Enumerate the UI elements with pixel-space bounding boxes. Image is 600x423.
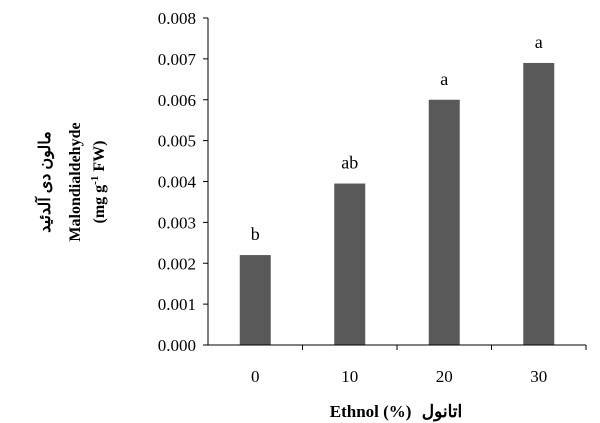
y-tick-label: 0.002: [158, 254, 196, 273]
y-tick-label: 0.003: [158, 213, 196, 232]
significance-letter: a: [440, 69, 448, 89]
x-tick-label: 0: [251, 367, 260, 386]
significance-letter: ab: [341, 153, 358, 173]
x-tick-label: 30: [530, 367, 547, 386]
bar: [334, 183, 366, 345]
y-tick-label: 0.001: [158, 295, 196, 314]
y-tick-label: 0.004: [158, 173, 197, 192]
x-axis-tick-labels: 0 10 20 30: [251, 345, 587, 386]
significance-letter: a: [535, 32, 543, 52]
y-tick-label: 0.006: [158, 91, 196, 110]
x-axis-label: Ethnol (%) اتانول: [330, 402, 462, 422]
y-tick-label: 0.000: [158, 336, 196, 355]
y-tick-label: 0.007: [158, 50, 197, 69]
y-tick-label: 0.008: [158, 9, 196, 28]
bar: [428, 99, 460, 345]
x-axis-label-en: Ethnol (%): [330, 402, 412, 421]
y-tick-label: 0.005: [158, 132, 196, 151]
bar: [239, 255, 271, 345]
y-axis-ticks: 0.000 0.001 0.002 0.003 0.004 0.005 0.006 0.007…: [158, 9, 208, 355]
bar: [523, 62, 555, 346]
y-axis-label-fa: مالون دی آلدئید: [33, 131, 55, 232]
x-axis-label-fa: اتانول: [422, 402, 463, 422]
y-axis-label-en: Malondialdehyde: [67, 122, 84, 241]
significance-letters: b ab a a: [251, 32, 543, 244]
x-tick-label: 20: [436, 367, 453, 386]
significance-letter: b: [251, 224, 260, 244]
y-axis-label-unit: (mg g-1 FW): [89, 141, 108, 224]
bars: [239, 62, 555, 346]
x-tick-label: 10: [341, 367, 358, 386]
